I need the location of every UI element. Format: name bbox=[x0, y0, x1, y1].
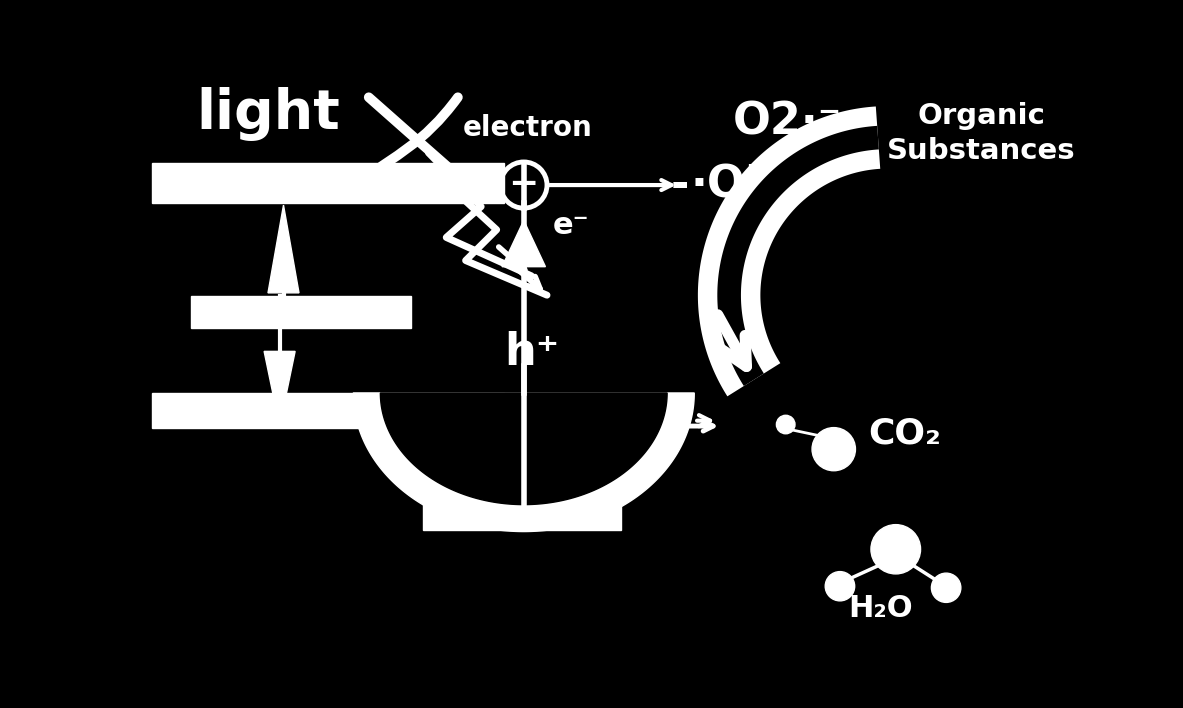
Text: −: − bbox=[509, 166, 539, 200]
Polygon shape bbox=[502, 220, 545, 267]
Text: H₂O: H₂O bbox=[848, 594, 912, 623]
Text: e⁻: e⁻ bbox=[554, 212, 590, 241]
Bar bbox=[424, 488, 621, 530]
Text: ·OH: ·OH bbox=[691, 164, 782, 207]
Polygon shape bbox=[264, 351, 295, 426]
Circle shape bbox=[871, 525, 920, 574]
Text: Organic
Substances: Organic Substances bbox=[887, 102, 1075, 165]
Circle shape bbox=[826, 571, 854, 601]
Circle shape bbox=[776, 416, 795, 434]
Circle shape bbox=[812, 428, 855, 471]
Text: h⁺: h⁺ bbox=[504, 331, 560, 375]
Text: CO₂: CO₂ bbox=[868, 417, 942, 451]
Polygon shape bbox=[269, 205, 299, 293]
Text: light: light bbox=[196, 87, 340, 141]
Polygon shape bbox=[381, 393, 667, 505]
Text: -: - bbox=[671, 164, 689, 207]
Bar bbox=[151, 393, 504, 428]
Bar bbox=[151, 163, 504, 202]
Polygon shape bbox=[354, 393, 694, 532]
Text: O2·⁻: O2·⁻ bbox=[733, 101, 842, 144]
Bar bbox=[190, 296, 412, 329]
Circle shape bbox=[931, 573, 961, 603]
Text: electron: electron bbox=[463, 114, 593, 142]
